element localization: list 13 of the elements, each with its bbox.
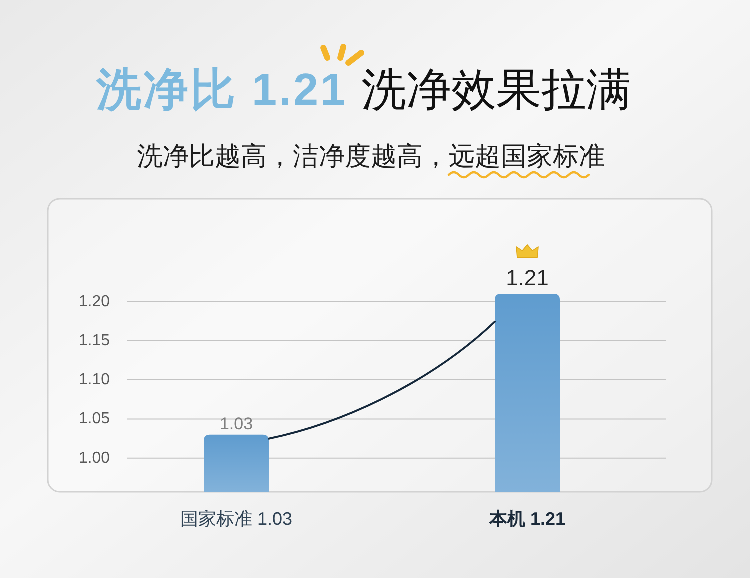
- data-label: 1.03: [220, 414, 254, 434]
- chart-subtitle: 洗净效果拉满: [362, 64, 632, 115]
- y-tick-label: 1.00: [78, 450, 110, 467]
- x-tick-label: 国家标准 1.03: [180, 509, 293, 529]
- chart-title: 洗净比 1.21: [95, 64, 348, 115]
- x-tick-label: 本机 1.21: [488, 509, 566, 529]
- data-label: 1.21: [506, 265, 549, 290]
- y-tick-label: 1.05: [78, 410, 110, 428]
- text: 远超国家标准: [449, 141, 605, 171]
- text: 洗净比越高，洁净度越高，: [137, 141, 449, 171]
- y-tick-label: 1.15: [78, 332, 110, 350]
- y-tick-label: 1.10: [78, 372, 110, 389]
- y-tick-label: 1.20: [78, 293, 110, 310]
